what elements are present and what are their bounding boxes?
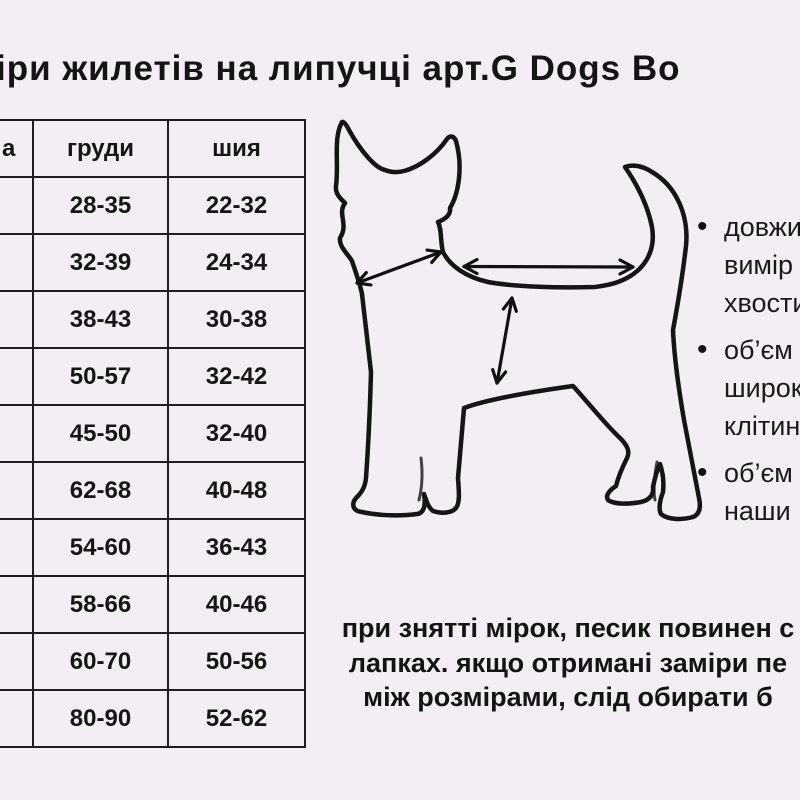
neck-value: 52-62 xyxy=(167,689,306,748)
neck-value: 32-42 xyxy=(167,347,306,406)
bullet-icon: • xyxy=(697,333,708,366)
bullet-icon: • xyxy=(697,210,708,243)
instruction-line: між розмірами, слід обирати б xyxy=(363,682,773,712)
note-item-neck-girth: • об’єм наши xyxy=(697,454,800,530)
neck-girth-arrow xyxy=(355,248,443,287)
chest-value: 58-66 xyxy=(32,575,169,634)
chest-value: 50-57 xyxy=(32,347,169,406)
dog-outline-svg xyxy=(333,119,703,522)
neck-value: 36-43 xyxy=(167,518,306,577)
col-header-weight: а xyxy=(0,119,34,178)
table-row: 54-60 36-43 xyxy=(0,518,306,577)
note-line: об’єм xyxy=(724,458,793,488)
neck-value: 24-34 xyxy=(167,233,306,292)
back-length-arrow xyxy=(462,257,635,276)
note-item-back-length: • довжи вимір хвости xyxy=(697,208,800,322)
table-row: 45-50 32-40 xyxy=(0,404,306,463)
neck-value: 32-40 xyxy=(167,404,306,463)
measurement-notes-list: • довжи вимір хвости • об’єм широк кліти… xyxy=(697,208,800,539)
chest-value: 62-68 xyxy=(32,461,169,520)
neck-value: 22-32 xyxy=(167,176,306,235)
table-row: 28-35 22-32 xyxy=(0,176,306,235)
table-row: 62-68 40-48 xyxy=(0,461,306,520)
note-line: вимір xyxy=(724,250,794,280)
chest-value: 80-90 xyxy=(32,689,169,748)
table-row: 80-90 52-62 xyxy=(0,689,306,748)
table-header-row: а груди шия xyxy=(0,119,306,178)
chest-value: 45-50 xyxy=(32,404,169,463)
neck-value: 40-48 xyxy=(167,461,306,520)
rear-leg-inner-line xyxy=(652,460,659,502)
instruction-line: лапках. якщо отримані заміри пе xyxy=(348,647,788,678)
note-line: широк xyxy=(724,373,800,403)
note-item-chest-girth: • об’єм широк клітин xyxy=(697,331,800,445)
page-title: іри жилетів на липучці арт.G Dogs Bo xyxy=(0,49,681,88)
chest-value: 60-70 xyxy=(32,632,169,691)
neck-value: 40-46 xyxy=(167,575,306,634)
note-line: хвости xyxy=(724,288,800,318)
chest-value: 28-35 xyxy=(32,176,169,235)
chest-girth-arrow xyxy=(491,296,518,385)
neck-value: 50-56 xyxy=(167,632,306,691)
table-row: 58-66 40-46 xyxy=(0,575,306,634)
table-row: 50-57 32-42 xyxy=(0,347,306,406)
measuring-instructions: при знятті мірок, песик повинен с лапках… xyxy=(335,611,800,715)
note-line: наши xyxy=(724,496,791,526)
chest-value: 32-39 xyxy=(32,233,169,292)
dog-illustration xyxy=(310,100,720,540)
size-table: а груди шия 28-35 22-32 32-39 24-34 38-43 3… xyxy=(0,119,306,748)
col-header-neck: шия xyxy=(167,119,306,178)
front-leg-inner-line xyxy=(417,456,424,502)
col-header-chest: груди xyxy=(32,119,169,178)
table-row: 38-43 30-38 xyxy=(0,290,306,349)
note-line: довжи xyxy=(724,212,800,242)
neck-value: 30-38 xyxy=(167,290,306,349)
note-line: об’єм xyxy=(724,335,793,365)
bullet-icon: • xyxy=(697,456,708,489)
table-row: 32-39 24-34 xyxy=(0,233,306,292)
chest-value: 54-60 xyxy=(32,518,169,577)
dog-silhouette xyxy=(333,119,703,522)
instruction-line: при знятті мірок, песик повинен с xyxy=(341,613,795,643)
chest-value: 38-43 xyxy=(32,290,169,349)
note-line: клітин xyxy=(724,411,800,441)
table-row: 60-70 50-56 xyxy=(0,632,306,691)
